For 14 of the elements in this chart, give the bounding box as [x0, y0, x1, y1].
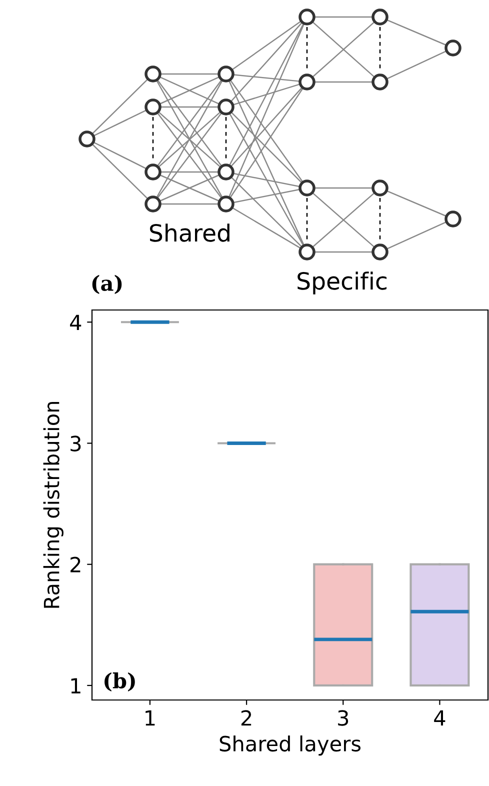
y-tick-label: 2: [70, 556, 80, 572]
y-tick-label: 1: [71, 678, 80, 694]
x-axis-title: Shared layers: [220, 735, 361, 756]
x-tick-label: 4: [434, 710, 446, 726]
x-tick-label: 1: [146, 710, 155, 726]
text: Shared: [150, 224, 230, 242]
text: (a): [92, 274, 122, 294]
annotation: (b): [104, 672, 135, 692]
x-tick-label: 2: [241, 710, 252, 726]
y-axis-title: Ranking distribution: [43, 402, 64, 608]
y-tick-label: 4: [70, 314, 82, 330]
y-tick-label: 3: [70, 436, 81, 452]
text: Specific: [298, 272, 386, 294]
x-tick-label: 3: [338, 710, 348, 726]
